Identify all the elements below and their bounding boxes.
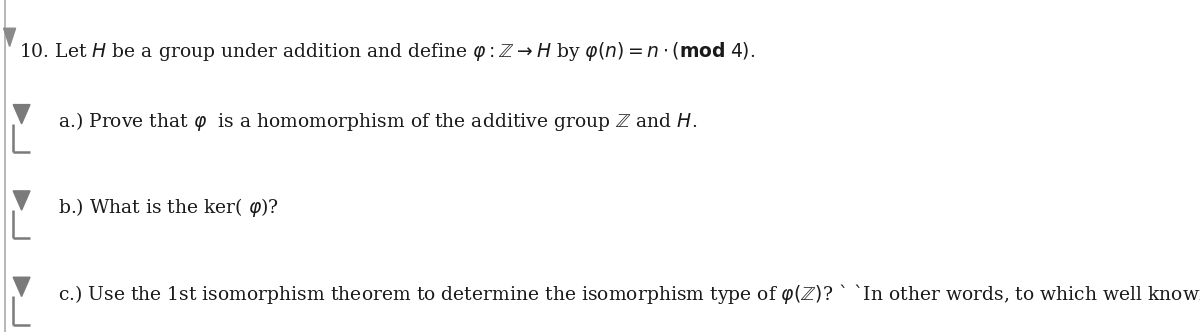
Text: c.) Use the 1st isomorphism theorem to determine the isomorphism type of $\varph: c.) Use the 1st isomorphism theorem to d… (58, 282, 1200, 306)
Text: 10. Let $H$ be a group under addition and define $\varphi : \mathbb{Z} \rightarr: 10. Let $H$ be a group under addition an… (19, 40, 756, 63)
Polygon shape (13, 277, 30, 296)
Text: a.) Prove that $\varphi$  is a homomorphism of the additive group $\mathbb{Z}$ a: a.) Prove that $\varphi$ is a homomorphi… (58, 110, 697, 133)
Polygon shape (13, 105, 30, 124)
Text: b.) What is the ker( $\varphi$)?: b.) What is the ker( $\varphi$)? (58, 196, 278, 219)
Polygon shape (13, 191, 30, 210)
Polygon shape (4, 28, 16, 46)
